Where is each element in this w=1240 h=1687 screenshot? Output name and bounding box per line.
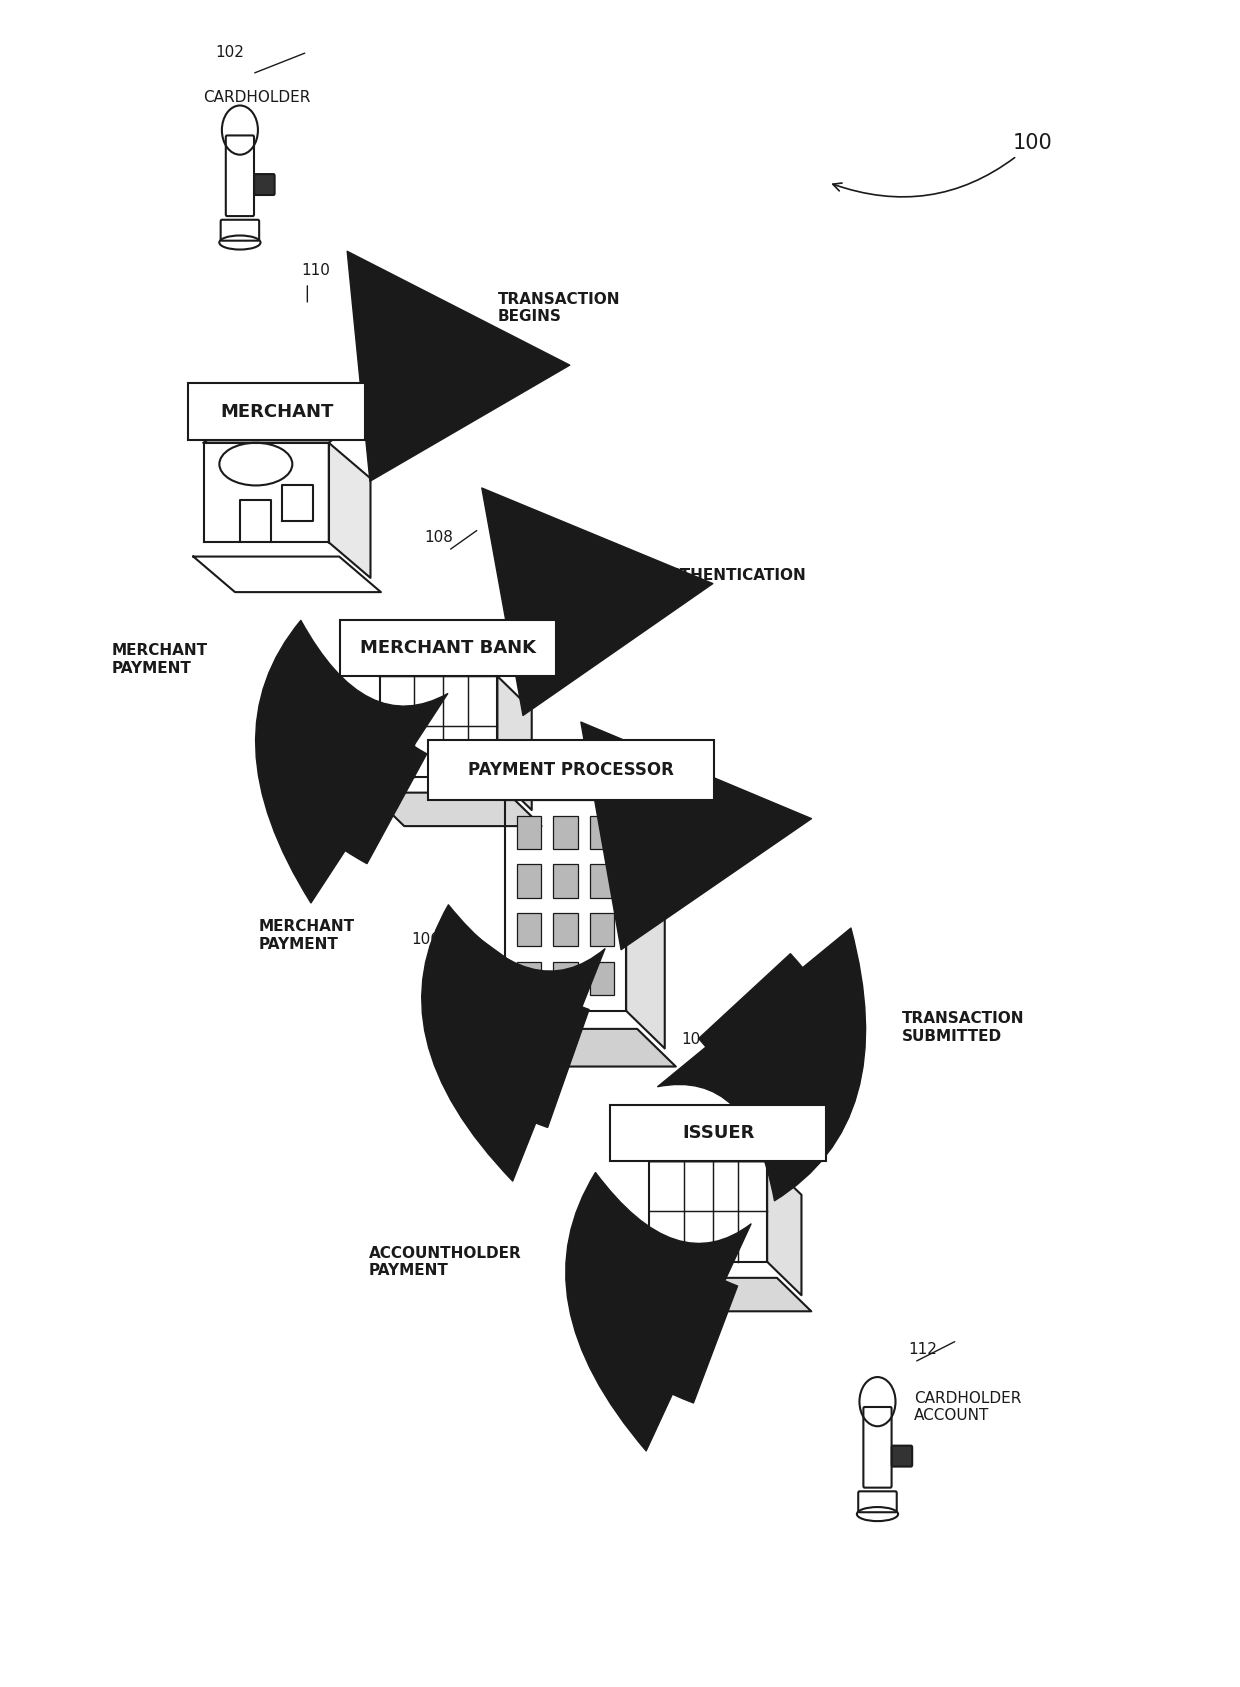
- Bar: [517, 815, 541, 849]
- Bar: [553, 864, 578, 897]
- Text: 106: 106: [412, 931, 440, 946]
- Text: AUTHENTICATION: AUTHENTICATION: [657, 569, 806, 584]
- Text: 104: 104: [681, 1032, 711, 1048]
- FancyBboxPatch shape: [341, 619, 557, 676]
- Polygon shape: [626, 800, 665, 1048]
- Text: ACCOUNTHOLDER
PAYMENT: ACCOUNTHOLDER PAYMENT: [368, 1245, 521, 1279]
- Polygon shape: [640, 1277, 811, 1311]
- Text: CARDHOLDER
ACCOUNT: CARDHOLDER ACCOUNT: [914, 1390, 1022, 1424]
- Polygon shape: [203, 407, 371, 442]
- FancyBboxPatch shape: [254, 174, 274, 196]
- Polygon shape: [379, 643, 532, 676]
- Polygon shape: [329, 442, 371, 579]
- Text: MERCHANT
PAYMENT: MERCHANT PAYMENT: [258, 919, 355, 951]
- Text: CARDHOLDER: CARDHOLDER: [203, 91, 310, 105]
- Text: TRANSACTION
SUBMITTED: TRANSACTION SUBMITTED: [901, 1011, 1024, 1044]
- Polygon shape: [370, 793, 542, 827]
- Bar: [590, 864, 614, 897]
- Bar: [517, 962, 541, 995]
- Bar: [553, 913, 578, 946]
- Bar: [517, 913, 541, 946]
- Text: MERCHANT: MERCHANT: [219, 403, 334, 420]
- Polygon shape: [650, 1129, 801, 1161]
- Text: 108: 108: [424, 530, 453, 545]
- Text: MERCHANT BANK: MERCHANT BANK: [361, 639, 537, 656]
- Polygon shape: [494, 1029, 676, 1066]
- FancyBboxPatch shape: [610, 1105, 826, 1161]
- Text: PAYMENT PROCESSOR: PAYMENT PROCESSOR: [467, 761, 673, 779]
- FancyBboxPatch shape: [428, 741, 714, 800]
- FancyBboxPatch shape: [892, 1446, 913, 1466]
- Bar: [553, 815, 578, 849]
- Text: ISSUER: ISSUER: [682, 1124, 754, 1142]
- Bar: [517, 864, 541, 897]
- Text: MERCHANT
PAYMENT: MERCHANT PAYMENT: [112, 643, 207, 676]
- Text: 102: 102: [216, 46, 244, 61]
- Bar: [553, 962, 578, 995]
- Text: 112: 112: [908, 1341, 937, 1356]
- Text: TRANSACTION
BEGINS: TRANSACTION BEGINS: [497, 292, 620, 324]
- Text: 110: 110: [301, 263, 330, 278]
- Polygon shape: [505, 763, 665, 800]
- Text: 100: 100: [833, 133, 1052, 197]
- Bar: [590, 815, 614, 849]
- Bar: [590, 913, 614, 946]
- Polygon shape: [497, 676, 532, 810]
- Bar: [590, 962, 614, 995]
- Polygon shape: [768, 1161, 801, 1296]
- FancyBboxPatch shape: [188, 383, 366, 440]
